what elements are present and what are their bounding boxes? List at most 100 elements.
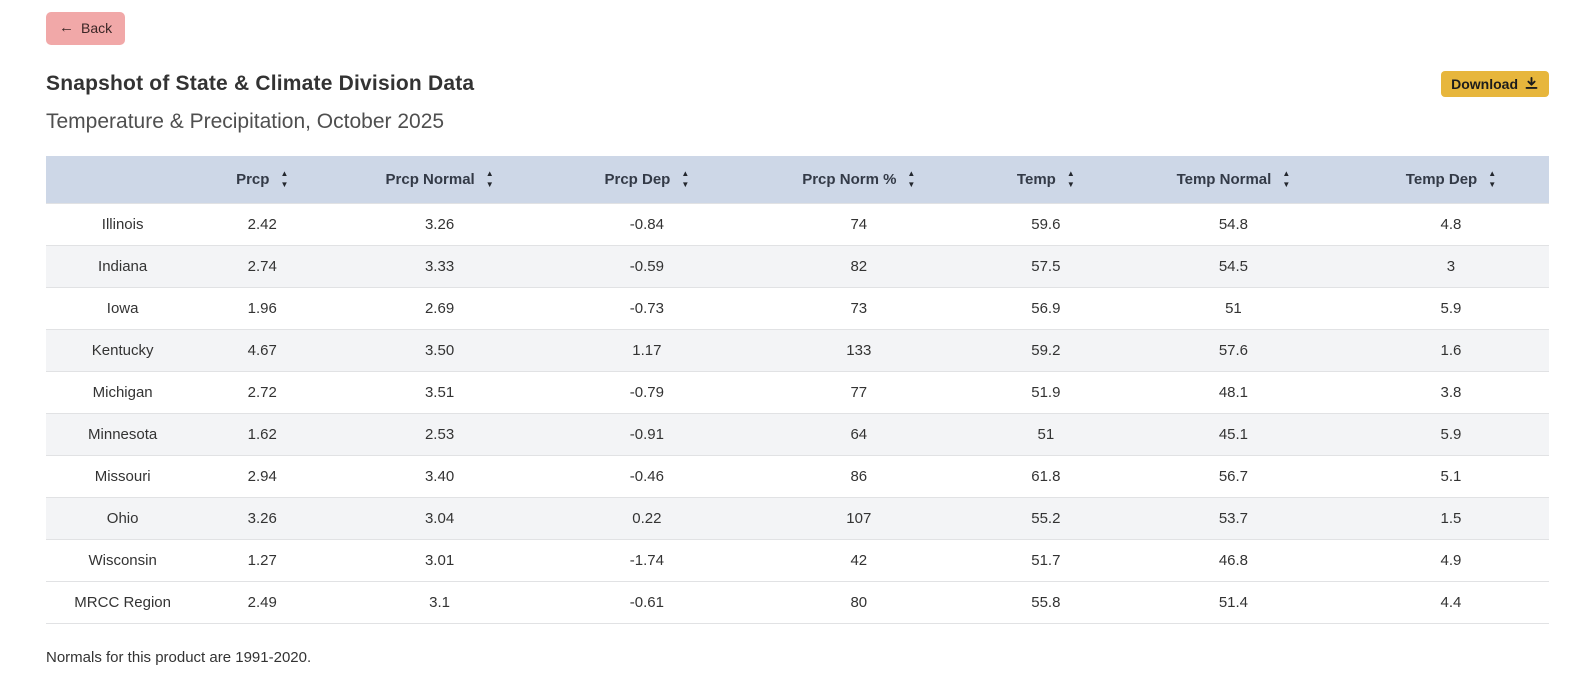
column-header-temp[interactable]: Temp ▲ ▼ bbox=[977, 156, 1114, 204]
state-cell: Missouri bbox=[46, 455, 200, 498]
value-cell: -0.84 bbox=[553, 203, 740, 246]
value-cell: 42 bbox=[739, 539, 978, 582]
table-row: Missouri 2.94 3.40 -0.46 86 61.8 56.7 5.1 bbox=[46, 455, 1549, 498]
column-header-label: Prcp bbox=[236, 171, 270, 189]
value-cell: 57.6 bbox=[1113, 329, 1353, 372]
table-body: Illinois 2.42 3.26 -0.84 74 59.6 54.8 4.8 Indian… bbox=[46, 203, 1549, 625]
download-button[interactable]: Download bbox=[1441, 70, 1549, 98]
column-header-prcp-dep[interactable]: Prcp Dep ▲ ▼ bbox=[553, 156, 740, 204]
value-cell: 5.9 bbox=[1352, 287, 1549, 330]
value-cell: 1.5 bbox=[1352, 497, 1549, 540]
sort-icon: ▲ ▼ bbox=[907, 170, 915, 189]
sort-asc-icon: ▲ bbox=[681, 169, 690, 179]
value-cell: 3.26 bbox=[199, 497, 326, 540]
sort-desc-icon: ▼ bbox=[1488, 180, 1497, 190]
value-cell: 55.8 bbox=[977, 581, 1114, 625]
normals-note: Normals for this product are 1991-2020. bbox=[46, 649, 312, 667]
value-cell: 3.8 bbox=[1352, 371, 1549, 414]
state-cell: Indiana bbox=[46, 245, 200, 288]
value-cell: 45.1 bbox=[1113, 413, 1353, 456]
sort-asc-icon: ▲ bbox=[1282, 169, 1291, 179]
value-cell: 74 bbox=[739, 203, 978, 246]
table-row: Indiana 2.74 3.33 -0.59 82 57.5 54.5 3 bbox=[46, 245, 1549, 288]
value-cell: 2.53 bbox=[325, 413, 554, 456]
page-title: Snapshot of State & Climate Division Dat… bbox=[46, 71, 475, 95]
state-cell: Iowa bbox=[46, 287, 200, 330]
value-cell: -0.61 bbox=[553, 581, 740, 625]
state-cell: Illinois bbox=[46, 203, 200, 246]
column-header-label: Temp Normal bbox=[1176, 171, 1272, 189]
value-cell: 3.40 bbox=[325, 455, 554, 498]
value-cell: 133 bbox=[739, 329, 978, 372]
value-cell: 3.50 bbox=[325, 329, 554, 372]
value-cell: 64 bbox=[739, 413, 978, 456]
value-cell: 54.8 bbox=[1113, 203, 1353, 246]
column-header-label: Temp bbox=[1016, 171, 1056, 189]
value-cell: 1.96 bbox=[199, 287, 326, 330]
value-cell: 59.6 bbox=[977, 203, 1114, 246]
value-cell: 107 bbox=[739, 497, 978, 540]
value-cell: 46.8 bbox=[1113, 539, 1353, 582]
table-header: Prcp ▲ ▼ Prcp Normal ▲ ▼ Prcp Dep ▲ ▼ Prcp Norm %… bbox=[46, 156, 1549, 204]
value-cell: 2.74 bbox=[199, 245, 326, 288]
value-cell: 51.4 bbox=[1113, 581, 1353, 625]
column-header-prcp-norm[interactable]: Prcp Norm % ▲ ▼ bbox=[739, 156, 978, 204]
value-cell: 51.9 bbox=[977, 371, 1114, 414]
value-cell: 53.7 bbox=[1113, 497, 1353, 540]
value-cell: 3.51 bbox=[325, 371, 554, 414]
table-row: Wisconsin 1.27 3.01 -1.74 42 51.7 46.8 4.9 bbox=[46, 539, 1549, 582]
column-header-label: Temp Dep bbox=[1405, 171, 1478, 189]
table-row: Kentucky 4.67 3.50 1.17 133 59.2 57.6 1.6 bbox=[46, 329, 1549, 372]
value-cell: 5.1 bbox=[1352, 455, 1549, 498]
value-cell: 2.49 bbox=[199, 581, 326, 625]
state-cell: MRCC Region bbox=[46, 581, 200, 625]
value-cell: 0.22 bbox=[553, 497, 740, 540]
table-row: Illinois 2.42 3.26 -0.84 74 59.6 54.8 4.8 bbox=[46, 203, 1549, 246]
back-button[interactable]: ← Back bbox=[46, 12, 126, 45]
value-cell: -0.79 bbox=[553, 371, 740, 414]
value-cell: -0.73 bbox=[553, 287, 740, 330]
value-cell: 4.8 bbox=[1352, 203, 1549, 246]
value-cell: -0.91 bbox=[553, 413, 740, 456]
table-row: Ohio 3.26 3.04 0.22 107 55.2 53.7 1.5 bbox=[46, 497, 1549, 540]
value-cell: 4.67 bbox=[199, 329, 326, 372]
value-cell: 54.5 bbox=[1113, 245, 1353, 288]
value-cell: 1.27 bbox=[199, 539, 326, 582]
sort-asc-icon: ▲ bbox=[1488, 169, 1497, 179]
sort-desc-icon: ▼ bbox=[1066, 180, 1075, 190]
value-cell: 73 bbox=[739, 287, 978, 330]
value-cell: 4.4 bbox=[1352, 581, 1549, 625]
sort-icon: ▲ ▼ bbox=[1282, 170, 1290, 189]
value-cell: 51 bbox=[1113, 287, 1353, 330]
value-cell: 80 bbox=[739, 581, 978, 625]
download-icon bbox=[1524, 76, 1539, 91]
sort-icon: ▲ ▼ bbox=[486, 170, 494, 189]
value-cell: -1.74 bbox=[553, 539, 740, 582]
table-row: MRCC Region 2.49 3.1 -0.61 80 55.8 51.4 4.4 bbox=[46, 581, 1549, 625]
value-cell: 1.6 bbox=[1352, 329, 1549, 372]
column-header-label: Prcp Dep bbox=[604, 171, 671, 189]
column-header-label: Prcp Norm % bbox=[802, 171, 897, 189]
sort-icon: ▲ ▼ bbox=[681, 170, 689, 189]
table-row: Michigan 2.72 3.51 -0.79 77 51.9 48.1 3.8 bbox=[46, 371, 1549, 414]
value-cell: 51 bbox=[977, 413, 1114, 456]
column-header-state bbox=[46, 156, 200, 204]
value-cell: 56.9 bbox=[977, 287, 1114, 330]
value-cell: 57.5 bbox=[977, 245, 1114, 288]
column-header-label: Prcp Normal bbox=[385, 171, 475, 189]
download-button-label: Download bbox=[1451, 75, 1518, 92]
state-cell: Wisconsin bbox=[46, 539, 200, 582]
back-button-label: Back bbox=[81, 19, 113, 36]
table-row: Iowa 1.96 2.69 -0.73 73 56.9 51 5.9 bbox=[46, 287, 1549, 330]
value-cell: 4.9 bbox=[1352, 539, 1549, 582]
page-subtitle: Temperature & Precipitation, October 202… bbox=[46, 110, 445, 134]
column-header-temp-dep[interactable]: Temp Dep ▲ ▼ bbox=[1352, 156, 1549, 204]
sort-desc-icon: ▼ bbox=[1282, 180, 1291, 190]
sort-asc-icon: ▲ bbox=[280, 169, 289, 179]
column-header-temp-normal[interactable]: Temp Normal ▲ ▼ bbox=[1113, 156, 1353, 204]
column-header-prcp[interactable]: Prcp ▲ ▼ bbox=[199, 156, 326, 204]
column-header-prcp-normal[interactable]: Prcp Normal ▲ ▼ bbox=[325, 156, 554, 204]
value-cell: 48.1 bbox=[1113, 371, 1353, 414]
climate-data-table: Prcp ▲ ▼ Prcp Normal ▲ ▼ Prcp Dep ▲ ▼ Prcp Norm %… bbox=[46, 156, 1549, 625]
